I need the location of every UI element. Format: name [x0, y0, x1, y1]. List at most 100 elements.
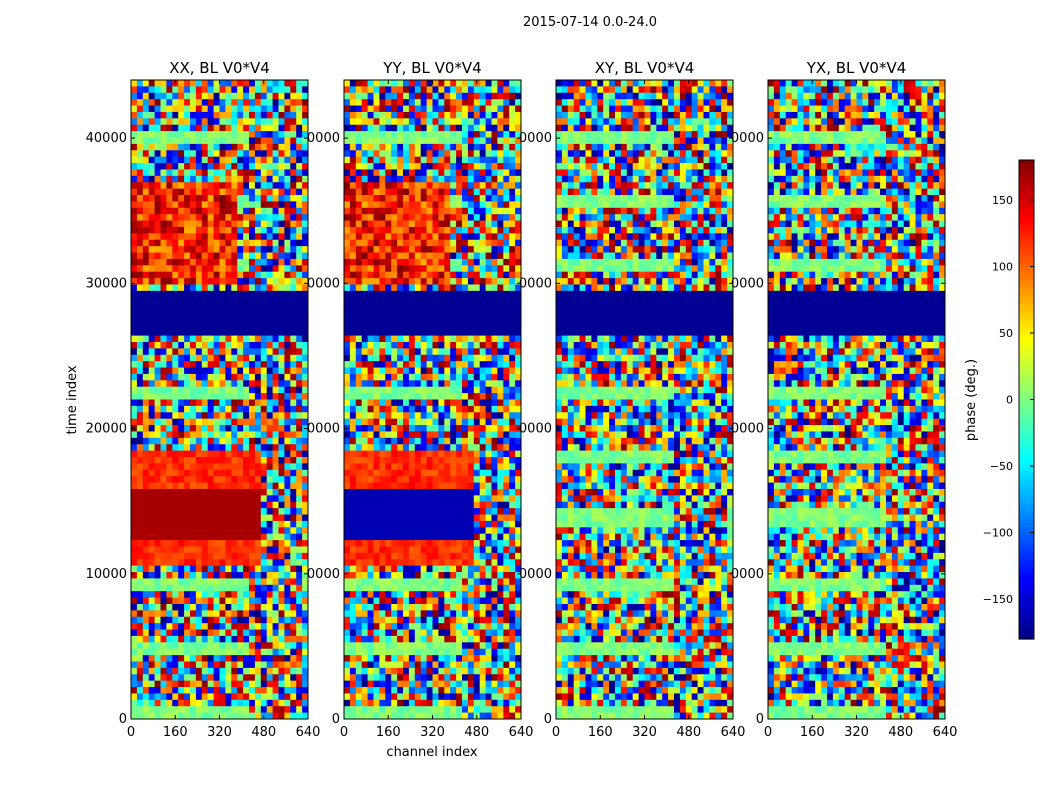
heatmap-cell [414, 169, 422, 177]
heatmap-cell [243, 431, 250, 439]
heatmap-cell [160, 546, 167, 554]
heatmap-cell [432, 156, 439, 164]
heatmap-cell [462, 271, 469, 279]
heatmap-cell [207, 469, 215, 477]
heatmap-cell [344, 118, 351, 126]
heatmap-cell [195, 195, 203, 203]
heatmap-cell [426, 425, 434, 433]
heatmap-cell [367, 118, 375, 126]
heatmap-cell [148, 476, 156, 484]
heatmap-cell [184, 156, 191, 164]
heatmap-cell [148, 131, 156, 139]
heatmap-cell [349, 329, 357, 337]
heatmap-cell [254, 341, 262, 349]
heatmap-cell [243, 405, 250, 413]
heatmap-cell [438, 214, 445, 222]
heatmap-cell [290, 540, 297, 548]
heatmap-cell [131, 501, 138, 509]
heatmap-cell [290, 92, 297, 100]
heatmap-cell [148, 412, 156, 420]
heatmap-cell [243, 86, 250, 94]
heatmap-cell [190, 431, 197, 439]
heatmap-cell [160, 463, 167, 471]
heatmap-cell [373, 393, 380, 401]
heatmap-cell [278, 712, 285, 719]
heatmap-cell [497, 111, 504, 119]
heatmap-cell [154, 463, 162, 471]
heatmap-cell [509, 469, 516, 477]
heatmap-cell [272, 367, 280, 375]
heatmap-cell [420, 265, 428, 273]
heatmap-cell [178, 425, 185, 433]
heatmap-cell [509, 131, 516, 139]
heatmap-cell [284, 680, 291, 688]
heatmap-cell [278, 386, 285, 394]
heatmap-cell [148, 233, 156, 241]
heatmap-cell [260, 265, 268, 273]
heatmap-cell [450, 354, 457, 362]
heatmap-cell [237, 693, 244, 701]
heatmap-cell [195, 214, 203, 222]
heatmap-cell [237, 476, 244, 484]
heatmap-cell [349, 111, 357, 119]
heatmap-cell [142, 661, 150, 669]
heatmap-cell [473, 488, 481, 496]
heatmap-cell [178, 118, 185, 126]
heatmap-cell [479, 252, 487, 260]
heatmap-cell [391, 195, 398, 203]
heatmap-cell [491, 361, 498, 369]
heatmap-cell [432, 444, 439, 452]
heatmap-cell [201, 501, 209, 509]
heatmap-cell [344, 335, 351, 343]
heatmap-cell [136, 540, 144, 548]
heatmap-cell [290, 584, 297, 592]
heatmap-cell [355, 239, 363, 247]
heatmap-cell [254, 508, 262, 516]
heatmap-cell [456, 271, 463, 279]
heatmap-cell [497, 284, 504, 292]
heatmap-cell [154, 431, 162, 439]
heatmap-cell [190, 182, 197, 190]
heatmap-cell [266, 278, 274, 286]
heatmap-cell [213, 610, 221, 618]
heatmap-cell [207, 603, 215, 611]
heatmap-cell [237, 329, 244, 337]
heatmap-cell [509, 86, 516, 94]
heatmap-cell [414, 341, 422, 349]
heatmap-cell [266, 629, 274, 637]
heatmap-cell [278, 584, 285, 592]
heatmap-cell [349, 124, 357, 132]
heatmap-cell [278, 693, 285, 701]
heatmap-cell [178, 546, 185, 554]
heatmap-cell [379, 105, 386, 113]
heatmap-cell [284, 271, 291, 279]
heatmap-cell [260, 169, 268, 177]
heatmap-cell [201, 111, 209, 119]
heatmap-cell [231, 290, 238, 298]
heatmap-cell [379, 201, 386, 209]
heatmap-cell [266, 591, 274, 599]
heatmap-cell [444, 182, 451, 190]
heatmap-cell [136, 252, 144, 260]
heatmap-cell [225, 661, 232, 669]
heatmap-cell [249, 565, 256, 573]
heatmap-cell [148, 546, 156, 554]
heatmap-cell [355, 444, 363, 452]
heatmap-cell [515, 258, 521, 266]
heatmap-cell [249, 629, 256, 637]
heatmap-cell [225, 520, 232, 528]
heatmap-cell [272, 341, 280, 349]
heatmap-cell [272, 393, 280, 401]
heatmap-cell [462, 195, 469, 203]
heatmap-cell [201, 373, 209, 381]
heatmap-cell [195, 425, 203, 433]
heatmap-cell [284, 348, 291, 356]
heatmap-cell [207, 239, 215, 247]
heatmap-cell [432, 86, 439, 94]
heatmap-cell [231, 92, 238, 100]
heatmap-cell [201, 92, 209, 100]
heatmap-cell [160, 207, 167, 215]
heatmap-cell [290, 367, 297, 375]
heatmap-cell [403, 278, 410, 286]
heatmap-cell [456, 361, 463, 369]
